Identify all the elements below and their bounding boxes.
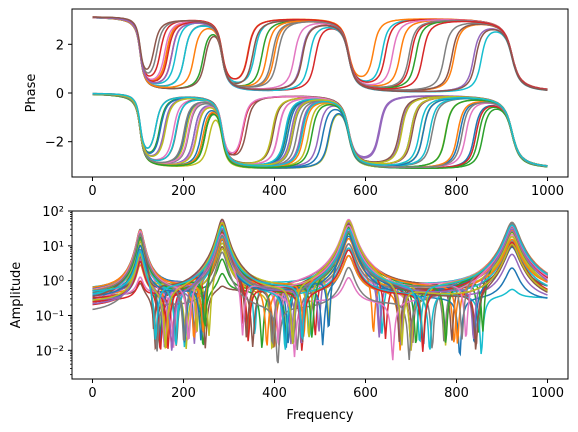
amplitude-series-line <box>92 224 548 343</box>
y-tick-label: 0 <box>56 87 64 102</box>
phase-y-axis-label: Phase <box>24 74 39 113</box>
y-tick-label: 10⁰ <box>42 275 64 290</box>
phase-series-line <box>92 93 548 169</box>
phase-series-line <box>92 93 548 169</box>
phase-series-group <box>92 16 548 170</box>
x-tick-label: 1000 <box>531 184 564 199</box>
phase-y-ticks: 2 0 −2 <box>45 38 72 151</box>
x-tick-label: 400 <box>262 184 287 199</box>
phase-series-line <box>92 92 548 167</box>
y-tick-label: 10² <box>42 205 64 220</box>
amplitude-series-line <box>92 220 548 349</box>
amplitude-series-line <box>92 224 548 341</box>
amplitude-plot: 0 200 400 600 800 1000 10² 10¹ 10⁰ 10⁻¹ 10⁻² Ampl… <box>9 205 569 423</box>
amplitude-series-line <box>92 222 548 343</box>
phase-series-line <box>92 16 548 93</box>
amplitude-y-ticks: 10² 10¹ 10⁰ 10⁻¹ 10⁻² <box>35 205 72 376</box>
y-tick-label: 2 <box>56 38 64 53</box>
x-tick-label: 0 <box>88 386 96 401</box>
amplitude-x-ticks: 0 200 400 600 800 1000 <box>88 379 564 401</box>
amplitude-axes-frame <box>71 210 569 380</box>
phase-series-line <box>92 93 548 169</box>
y-tick-label: 10¹ <box>42 240 64 255</box>
x-tick-label: 200 <box>171 386 196 401</box>
x-tick-label: 400 <box>262 386 287 401</box>
x-tick-label: 600 <box>353 386 378 401</box>
amplitude-y-axis-label: Amplitude <box>9 262 24 329</box>
x-tick-label: 800 <box>444 184 469 199</box>
y-tick-label: 10⁻² <box>35 344 64 359</box>
amplitude-x-axis-label: Frequency <box>286 408 353 423</box>
x-tick-label: 800 <box>444 386 469 401</box>
phase-x-ticks: 0 200 400 600 800 1000 <box>88 177 564 199</box>
amplitude-series-line <box>92 221 548 361</box>
x-tick-label: 1000 <box>531 386 564 401</box>
amplitude-series-group <box>92 218 548 364</box>
y-tick-label: 10⁻¹ <box>35 309 64 324</box>
phase-plot: 0 200 400 600 800 1000 2 0 −2 Phase <box>24 8 569 199</box>
x-tick-label: 200 <box>171 184 196 199</box>
x-tick-label: 0 <box>88 184 96 199</box>
y-tick-label: −2 <box>45 136 64 151</box>
x-tick-label: 600 <box>353 184 378 199</box>
phase-series-line <box>92 16 548 93</box>
